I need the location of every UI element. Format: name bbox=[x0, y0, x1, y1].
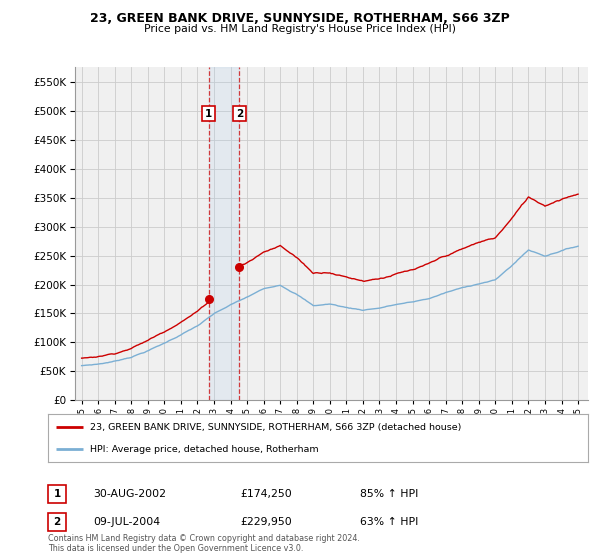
Text: 1: 1 bbox=[205, 109, 212, 119]
Text: Price paid vs. HM Land Registry's House Price Index (HPI): Price paid vs. HM Land Registry's House … bbox=[144, 24, 456, 34]
Text: 2: 2 bbox=[53, 517, 61, 527]
Text: £174,250: £174,250 bbox=[240, 489, 292, 499]
Text: 23, GREEN BANK DRIVE, SUNNYSIDE, ROTHERHAM, S66 3ZP (detached house): 23, GREEN BANK DRIVE, SUNNYSIDE, ROTHERH… bbox=[90, 423, 461, 432]
Text: 85% ↑ HPI: 85% ↑ HPI bbox=[360, 489, 418, 499]
Text: HPI: Average price, detached house, Rotherham: HPI: Average price, detached house, Roth… bbox=[90, 445, 319, 454]
Text: 2: 2 bbox=[236, 109, 243, 119]
Text: Contains HM Land Registry data © Crown copyright and database right 2024.
This d: Contains HM Land Registry data © Crown c… bbox=[48, 534, 360, 553]
Text: 63% ↑ HPI: 63% ↑ HPI bbox=[360, 517, 418, 527]
Bar bbox=[209, 67, 239, 400]
Text: 1: 1 bbox=[53, 489, 61, 499]
Text: 30-AUG-2002: 30-AUG-2002 bbox=[93, 489, 166, 499]
Text: £229,950: £229,950 bbox=[240, 517, 292, 527]
Text: 23, GREEN BANK DRIVE, SUNNYSIDE, ROTHERHAM, S66 3ZP: 23, GREEN BANK DRIVE, SUNNYSIDE, ROTHERH… bbox=[90, 12, 510, 25]
Text: 09-JUL-2004: 09-JUL-2004 bbox=[93, 517, 160, 527]
